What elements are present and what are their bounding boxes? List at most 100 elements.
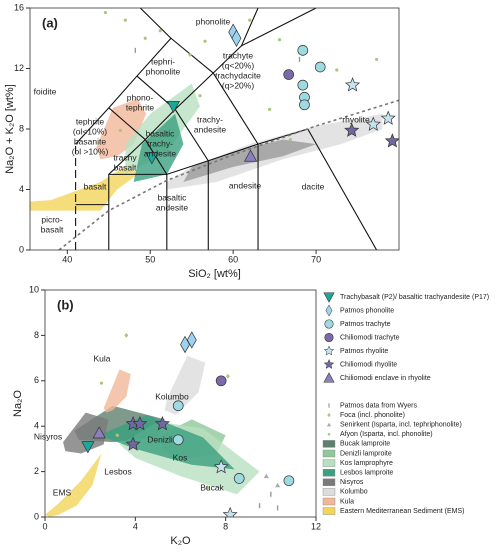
point bbox=[203, 39, 207, 43]
legend-label: Chiliomodi rhyolite bbox=[340, 361, 397, 368]
axes-frame bbox=[44, 289, 317, 518]
panel-label: (a) bbox=[42, 15, 58, 30]
field-boundary bbox=[241, 8, 317, 47]
legend-label: Patmos data from Wyers bbox=[340, 402, 417, 409]
field-label: Kos bbox=[173, 452, 188, 462]
point bbox=[324, 319, 334, 329]
field-label: basanite bbox=[74, 136, 106, 146]
point bbox=[258, 503, 261, 509]
region bbox=[133, 113, 184, 182]
point bbox=[188, 53, 192, 57]
field-boundary bbox=[108, 107, 146, 141]
x-tick-label: 50 bbox=[145, 254, 155, 264]
point bbox=[134, 47, 137, 53]
point bbox=[118, 128, 122, 133]
y-tick-label: 0 bbox=[34, 511, 39, 521]
field-boundary bbox=[144, 139, 168, 175]
point bbox=[325, 304, 333, 317]
point bbox=[158, 29, 162, 33]
x-axis-label: K₂O bbox=[170, 535, 191, 547]
point bbox=[172, 434, 184, 446]
field-label: trachy- bbox=[197, 114, 223, 124]
point bbox=[115, 433, 119, 437]
legend-label: Kula bbox=[340, 498, 354, 505]
legend-label: Eastern Mediterranean Sediment (EMS) bbox=[340, 508, 465, 515]
legend-swatch bbox=[322, 449, 336, 458]
field-label: trachy- bbox=[147, 138, 173, 148]
field-label: basalt bbox=[41, 224, 64, 234]
legend-swatch bbox=[322, 497, 336, 506]
x-axis-label: SiO₂ [wt%] bbox=[188, 268, 241, 280]
field-label: (ol >10%) bbox=[72, 146, 109, 156]
y-tick-label: 0 bbox=[19, 244, 24, 254]
point bbox=[323, 292, 335, 303]
point bbox=[277, 38, 282, 42]
region bbox=[164, 355, 206, 415]
point bbox=[326, 422, 332, 427]
field-boundary bbox=[75, 8, 172, 145]
field-label: basaltic bbox=[158, 192, 188, 202]
legend-label: Patmos rhyolite bbox=[340, 348, 388, 355]
point bbox=[81, 441, 95, 454]
legend-label: Denizli lamproite bbox=[340, 450, 392, 457]
legend-label: Kolumbo bbox=[340, 489, 368, 496]
point bbox=[263, 473, 269, 479]
point bbox=[166, 100, 181, 114]
field-boundary bbox=[212, 72, 259, 145]
point bbox=[243, 149, 258, 162]
y-tick-label: 12 bbox=[14, 63, 24, 73]
y-tick-label: 16 bbox=[14, 2, 24, 12]
field-boundary bbox=[307, 128, 378, 250]
field-label: trachyte bbox=[223, 50, 254, 60]
point bbox=[324, 332, 334, 343]
field-boundary bbox=[170, 37, 214, 74]
y-tick-label: 10 bbox=[29, 284, 39, 294]
point bbox=[205, 484, 210, 490]
point bbox=[344, 122, 360, 137]
legend-label: Patmos phonolite bbox=[340, 307, 394, 314]
field-label: Nisyros bbox=[34, 431, 62, 441]
field-label: phonolite bbox=[146, 66, 181, 76]
field-label: tephrite bbox=[76, 116, 105, 126]
point bbox=[270, 491, 272, 497]
point bbox=[380, 110, 396, 125]
field-boundary bbox=[174, 109, 209, 162]
field-label: andesite bbox=[156, 202, 188, 212]
x-tick-label: 12 bbox=[311, 521, 321, 531]
legend: Trachybasalt (P2)/ basaltic trachyandesi… bbox=[322, 292, 489, 515]
point bbox=[323, 358, 335, 370]
legend-swatch bbox=[322, 488, 336, 496]
point bbox=[103, 10, 108, 15]
plot-area bbox=[30, 8, 399, 250]
legend-label: Lesbos lamproite bbox=[340, 470, 393, 477]
point bbox=[283, 69, 295, 80]
legend-label: Nisyros bbox=[340, 479, 364, 486]
legend-label: Trachybasalt (P2)/ basaltic trachyandesi… bbox=[340, 294, 489, 301]
field-label: andesite bbox=[229, 180, 261, 190]
legend-label: Foca (incl. phonolite) bbox=[340, 412, 405, 419]
panel-label: (b) bbox=[57, 297, 74, 312]
x-tick-label: 60 bbox=[228, 254, 238, 264]
point bbox=[198, 94, 202, 98]
field-label: basalt bbox=[114, 162, 137, 172]
field-label: EMS bbox=[53, 487, 72, 497]
region bbox=[30, 163, 138, 211]
field-label: Kolumbo bbox=[155, 391, 189, 401]
legend-label: Patmos trachyte bbox=[340, 321, 391, 328]
field-label: tephrite bbox=[126, 102, 155, 112]
point bbox=[314, 61, 326, 73]
point bbox=[297, 79, 309, 91]
legend-label: Afyon (Isparta, incl. phonolite) bbox=[340, 431, 433, 438]
field-label: picro- bbox=[41, 214, 62, 224]
x-tick-label: 40 bbox=[62, 254, 72, 264]
field-label: (q<20%) bbox=[222, 60, 255, 70]
legend-label: Kos lamprophyre bbox=[340, 460, 393, 467]
legend-label: Bucak lamproite bbox=[340, 441, 390, 448]
point bbox=[345, 77, 361, 92]
point bbox=[275, 482, 281, 488]
legend-swatch bbox=[322, 440, 336, 448]
point bbox=[323, 345, 335, 356]
field-label: basaltic bbox=[146, 128, 176, 138]
field-label: andesite bbox=[194, 124, 226, 134]
